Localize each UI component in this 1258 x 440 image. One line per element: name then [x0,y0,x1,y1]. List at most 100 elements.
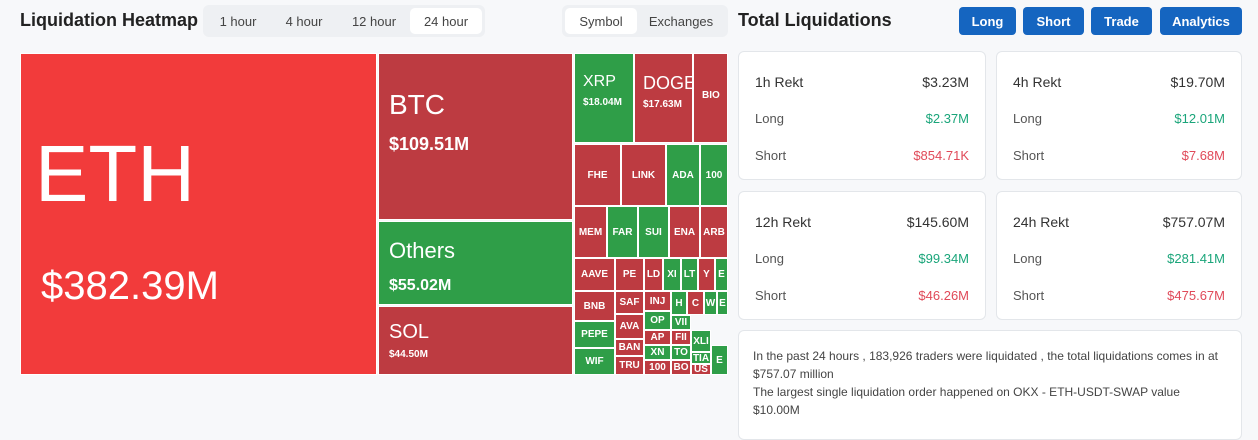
card-row: Short $46.26M [755,288,969,303]
heatmap-tile[interactable]: BIO [693,53,728,143]
heatmap-tile[interactable]: Others $55.02M [378,221,573,305]
row-label: Long [1013,251,1042,266]
card-header: 12h Rekt $145.60M [755,214,969,230]
heatmap-tile[interactable]: LINK [621,144,666,206]
notes-card: In the past 24 hours , 183,926 traders w… [738,330,1242,440]
tile-label: XRP [583,72,616,90]
heatmap-tile[interactable]: OP [644,311,671,330]
heatmap-tile[interactable]: MEM [574,206,607,258]
row-value: $99.34M [918,251,969,266]
heatmap-tile[interactable]: TIA [691,352,711,364]
tile-value: $17.63M [643,98,682,110]
heatmap-tile[interactable]: E [717,291,728,315]
action-button[interactable]: Analytics [1160,7,1242,35]
heatmap-tile[interactable]: PEPE [574,321,615,348]
heatmap-tile[interactable]: AVA [615,314,644,339]
time-tabs: 1 hour 4 hour 12 hour 24 hour [203,5,485,37]
heatmap-tile[interactable]: 100 [644,360,671,375]
rekt-card: 24h Rekt $757.07M Long $281.41M Short $475.67… [996,191,1242,320]
heatmap-tile[interactable]: E [715,258,728,291]
row-value: $7.68M [1181,148,1225,163]
heatmap-tile[interactable]: Y [698,258,715,291]
heatmap-tile[interactable]: PE [615,258,644,291]
card-row: Long $99.34M [755,251,969,266]
heatmap: ETH $382.39M BTC $109.51M Others $55.02M SOL $4… [20,53,728,375]
action-button[interactable]: Short [1023,7,1084,35]
card-period: 1h Rekt [755,74,804,90]
heatmap-tile[interactable]: LT [681,258,698,291]
row-label: Short [755,148,787,163]
action-button[interactable]: Long [959,7,1016,35]
heatmap-tile[interactable]: BNB [574,291,615,321]
row-value: $281.41M [1167,251,1225,266]
heatmap-tile[interactable]: FII [671,330,691,345]
tile-label: Others [389,238,456,264]
heatmap-tile[interactable]: FAR [607,206,638,258]
heatmap-tile[interactable]: AAVE [574,258,615,291]
tile-label: BTC [389,88,445,120]
card-period: 12h Rekt [755,214,812,230]
heatmap-tile[interactable]: VII [671,315,691,330]
tile-value: $109.51M [389,133,470,154]
heatmap-tile[interactable]: BO [671,360,691,375]
heatmap-tile[interactable]: US [691,364,711,375]
card-row: Long $2.37M [755,111,969,126]
card-header: 4h Rekt $19.70M [1013,74,1225,90]
heatmap-tile[interactable]: XRP $18.04M [574,53,634,143]
heatmap-tile[interactable]: XN [644,345,671,360]
card-total: $757.07M [1162,214,1225,230]
row-label: Long [755,251,784,266]
note-line: The largest single liquidation order hap… [753,385,1180,417]
tab[interactable]: Exchanges [648,13,714,29]
row-value: $475.67M [1167,288,1225,303]
card-total: $145.60M [906,214,969,230]
heatmap-tile[interactable]: SAF [615,291,644,314]
tile-value: $44.50M [389,349,428,361]
heatmap-tile[interactable]: ETH $382.39M [20,53,377,375]
heatmap-tile[interactable]: E [711,345,728,375]
card-header: 24h Rekt $757.07M [1013,214,1225,230]
row-value: $46.26M [918,288,969,303]
rekt-card: 1h Rekt $3.23M Long $2.37M Short $854.71K [738,51,986,180]
heatmap-tile[interactable]: W [704,291,717,315]
heatmap-tile[interactable]: TO [671,345,691,360]
heatmap-tile[interactable]: BTC $109.51M [378,53,573,220]
heatmap-tile[interactable]: DOGE $17.63M [634,53,693,143]
heatmap-tile[interactable]: H [671,291,687,315]
tab[interactable]: 24 hour [410,8,482,34]
heatmap-tile[interactable]: AP [644,330,671,345]
summary-title: Total Liquidations [738,10,892,30]
heatmap-tile[interactable]: SOL $44.50M [378,306,573,375]
card-row: Long $281.41M [1013,251,1225,266]
heatmap-tile[interactable]: XLI [691,330,711,352]
heatmap-tile[interactable]: LD [644,258,663,291]
heatmap-tile[interactable]: ENA [669,206,700,258]
tab[interactable]: Symbol [565,8,637,34]
rekt-card: 4h Rekt $19.70M Long $12.01M Short $7.68M [996,51,1242,180]
heatmap-tile[interactable]: BAN [615,339,644,356]
tab[interactable]: 1 hour [219,13,257,29]
tile-label: SOL [389,321,430,344]
heatmap-tile[interactable]: 100 [700,144,728,206]
tab[interactable]: 12 hour [351,13,397,29]
tile-value: $55.02M [389,277,452,295]
heatmap-tile[interactable]: SUI [638,206,669,258]
tab[interactable]: 4 hour [285,13,323,29]
row-label: Short [1013,148,1045,163]
card-period: 24h Rekt [1013,214,1070,230]
row-value: $12.01M [1174,111,1225,126]
tile-label: DOGE [643,72,693,93]
heatmap-tile[interactable]: INJ [644,291,671,311]
heatmap-tile[interactable]: XI [663,258,681,291]
heatmap-tile[interactable]: ADA [666,144,700,206]
row-label: Long [755,111,784,126]
heatmap-tile[interactable]: C [687,291,704,315]
heatmap-tile[interactable]: WIF [574,348,615,375]
tile-value: $382.39M [41,264,219,308]
heatmap-tile[interactable]: TRU [615,356,644,375]
card-row: Short $7.68M [1013,148,1225,163]
row-label: Short [1013,288,1045,303]
action-button[interactable]: Trade [1091,7,1152,35]
heatmap-tile[interactable]: FHE [574,144,621,206]
heatmap-tile[interactable]: ARB [700,206,728,258]
